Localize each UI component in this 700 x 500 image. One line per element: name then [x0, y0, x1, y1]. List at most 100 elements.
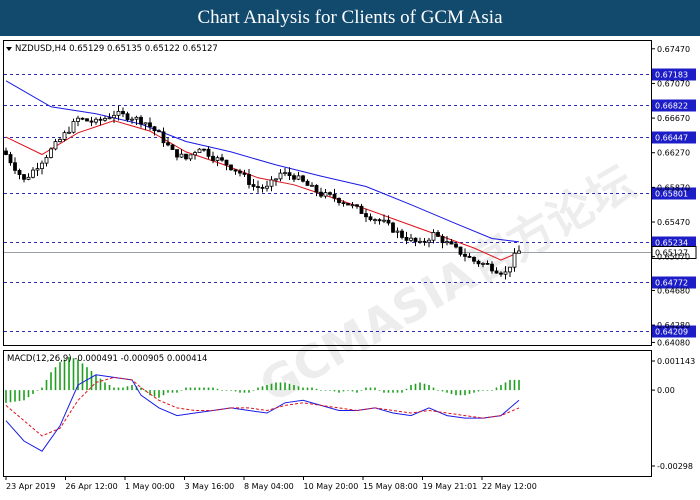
level-label-box [652, 68, 696, 81]
macd-histogram-bar [414, 383, 417, 391]
price-axis-label: 0.64680 [657, 286, 690, 295]
candle-body [67, 131, 71, 134]
macd-histogram-bar [122, 387, 124, 391]
price-axis-label: 0.66270 [657, 149, 690, 158]
candle-body [395, 230, 400, 233]
macd-histogram-bar [351, 390, 354, 392]
macd-histogram-bar [90, 371, 93, 391]
candle-body [332, 193, 337, 199]
macd-histogram-bar [230, 390, 232, 391]
candle-body [8, 154, 13, 164]
macd-histogram-bar [81, 363, 84, 391]
macd-axis-label: 0.00 [657, 386, 675, 395]
macd-histogram-bar [428, 385, 430, 391]
macd-histogram-bar [392, 390, 394, 393]
macd-histogram-bar [131, 385, 133, 391]
candle-body [278, 172, 283, 180]
candle-body [125, 113, 130, 121]
candle-body [206, 148, 211, 157]
candle-body [265, 185, 269, 189]
macd-histogram-bar [41, 387, 43, 391]
macd-histogram-bar [320, 390, 322, 391]
ma-slow-line [5, 80, 520, 243]
candle-body [94, 118, 98, 123]
macd-histogram-bar [153, 390, 156, 397]
candle-body [202, 148, 206, 151]
candle-body [121, 110, 125, 115]
candle-body [49, 148, 53, 158]
level-label: 0.67183 [655, 71, 688, 80]
candle-body [188, 154, 193, 160]
macd-histogram-bar [207, 387, 210, 391]
chart-banner-title: Chart Analysis for Clients of GCM Asia [0, 0, 700, 36]
macd-histogram-bar [383, 390, 385, 393]
candle-body [40, 162, 44, 170]
macd-histogram-bar [27, 390, 30, 398]
candle-body [116, 110, 121, 116]
macd-histogram-bar [441, 390, 444, 392]
candle-body [139, 116, 143, 125]
candle-body [490, 263, 494, 272]
macd-pane-frame [3, 350, 652, 477]
level-label-box [652, 131, 696, 144]
macd-histogram-bar [144, 390, 147, 392]
macd-histogram-bar [14, 390, 16, 402]
macd-histogram-bar [63, 359, 66, 391]
macd-histogram-bar [257, 387, 259, 391]
candle-body [346, 203, 350, 206]
candle-body [89, 120, 94, 123]
macd-histogram-bar [72, 358, 75, 391]
candle-body [454, 243, 458, 248]
candle-body [386, 219, 391, 224]
candle-body [476, 260, 481, 265]
macd-histogram-bar [338, 390, 340, 393]
macd-histogram-bar [36, 390, 39, 391]
macd-histogram-bar [333, 390, 336, 392]
candle-body [184, 153, 188, 160]
candle-body [296, 175, 301, 180]
chart-menu-triangle-icon[interactable] [6, 47, 12, 51]
macd-histogram-bar [180, 390, 183, 391]
macd-histogram-bar [99, 378, 102, 391]
candle-body [449, 241, 454, 245]
macd-histogram-bar [9, 390, 12, 403]
candle-body [337, 197, 341, 204]
candle-body [269, 179, 274, 187]
macd-histogram-bar [324, 390, 327, 391]
macd-histogram-bar [54, 367, 57, 391]
candle-body [359, 205, 364, 214]
candle-body [260, 186, 265, 189]
macd-histogram-bar [261, 386, 264, 391]
candle-body [283, 172, 287, 175]
time-axis-label: 10 May 20:00 [304, 482, 359, 491]
candle-body [427, 239, 431, 243]
candle-body [485, 262, 490, 265]
candle-body [292, 175, 296, 180]
candle-body [170, 144, 175, 150]
macd-histogram-bar [374, 387, 376, 391]
macd-histogram-bar [5, 390, 7, 403]
macd-histogram-bar [513, 379, 516, 391]
forex-chart: GCMASIA官方论坛 0.671830.668220.664470.65801… [0, 36, 700, 500]
candle-body [112, 114, 116, 119]
candle-body [242, 172, 247, 175]
macd-histogram-bar [212, 387, 214, 391]
price-axis-label: 0.64280 [657, 321, 690, 330]
macd-histogram-bar [189, 387, 192, 391]
macd-histogram-bar [203, 387, 205, 391]
price-axis-label: 0.64080 [657, 338, 690, 347]
candle-body [440, 236, 445, 244]
macd-histogram-bar [234, 390, 237, 392]
candle-body [409, 237, 413, 241]
candle-body [413, 237, 418, 243]
candle-body [17, 169, 22, 175]
candle-body [251, 184, 256, 187]
price-axis-label: 0.65870 [657, 183, 690, 192]
macd-histogram-bar [45, 379, 48, 391]
macd-histogram-bar [297, 386, 300, 391]
macd-histogram-bar [113, 387, 115, 391]
macd-histogram-bar [459, 390, 462, 396]
candle-body [382, 219, 386, 222]
candle-body [80, 117, 85, 120]
candle-body [22, 174, 26, 180]
